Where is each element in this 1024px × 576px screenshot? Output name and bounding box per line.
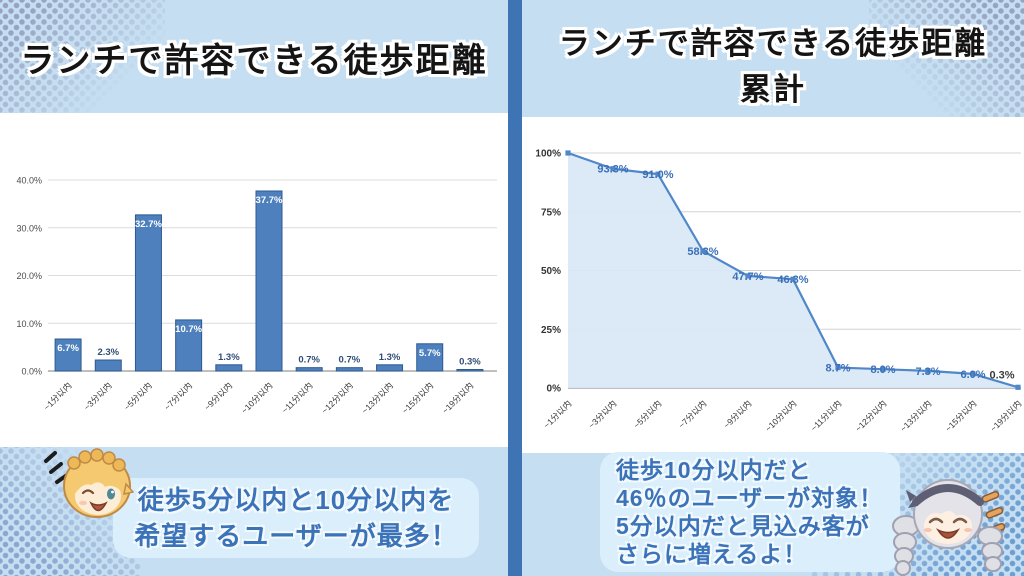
svg-text:~9分以内: ~9分以内 bbox=[202, 380, 234, 412]
svg-text:1.3%: 1.3% bbox=[379, 352, 401, 363]
svg-text:93.3%: 93.3% bbox=[597, 164, 628, 176]
right-callout-line1: 徒歩10分以内だと bbox=[616, 457, 812, 483]
silver-mascot-icon bbox=[892, 479, 1006, 576]
svg-text:~7分以内: ~7分以内 bbox=[162, 380, 194, 412]
right-chart-title-line1: ランチで許容できる徒歩距離 bbox=[558, 26, 988, 61]
svg-text:10.7%: 10.7% bbox=[175, 324, 202, 335]
svg-text:~15分以内: ~15分以内 bbox=[943, 398, 978, 433]
svg-text:32.7%: 32.7% bbox=[135, 219, 162, 230]
svg-text:0.7%: 0.7% bbox=[298, 355, 320, 366]
svg-text:0%: 0% bbox=[547, 384, 562, 395]
right-chart-title-line2: 累計 bbox=[740, 72, 806, 107]
svg-text:10.0%: 10.0% bbox=[16, 319, 42, 329]
svg-text:~11分以内: ~11分以内 bbox=[280, 380, 315, 415]
svg-text:37.7%: 37.7% bbox=[256, 195, 283, 206]
svg-text:91.0%: 91.0% bbox=[642, 169, 673, 181]
bar-chart-svg: 0.0% 10.0% 20.0% 30.0% 40.0% 6.7% ~1分以内 2.3% ~3分… bbox=[16, 176, 497, 416]
svg-text:~11分以内: ~11分以内 bbox=[809, 398, 844, 433]
svg-text:47.7%: 47.7% bbox=[732, 271, 763, 283]
svg-text:~9分以内: ~9分以内 bbox=[721, 398, 753, 430]
svg-text:20.0%: 20.0% bbox=[16, 271, 42, 281]
svg-text:~1分以内: ~1分以内 bbox=[541, 398, 573, 430]
svg-text:1.3%: 1.3% bbox=[218, 352, 240, 363]
svg-text:0.3%: 0.3% bbox=[989, 369, 1014, 381]
svg-text:40.0%: 40.0% bbox=[16, 176, 42, 186]
right-callout-line2: 46％のユーザーが対象！ bbox=[616, 485, 884, 511]
svg-text:30.0%: 30.0% bbox=[16, 223, 42, 233]
blonde-mascot-icon bbox=[44, 448, 134, 518]
svg-text:46.3%: 46.3% bbox=[777, 274, 808, 286]
svg-text:~13分以内: ~13分以内 bbox=[360, 380, 395, 415]
left-callout-line1: 徒歩5分以内と10分以内を bbox=[137, 485, 455, 515]
svg-text:6.0%: 6.0% bbox=[960, 369, 985, 381]
svg-text:7.3%: 7.3% bbox=[915, 366, 940, 378]
svg-text:~5分以内: ~5分以内 bbox=[122, 380, 154, 412]
svg-text:0.3%: 0.3% bbox=[459, 357, 481, 368]
svg-text:~19分以内: ~19分以内 bbox=[988, 398, 1023, 433]
svg-text:~3分以内: ~3分以内 bbox=[82, 380, 114, 412]
svg-text:75%: 75% bbox=[541, 207, 561, 218]
left-callout-bubble: 徒歩5分以内と10分以内を 希望するユーザーが最多！ bbox=[113, 478, 479, 558]
svg-text:~3分以内: ~3分以内 bbox=[586, 398, 618, 430]
left-chart-title: ランチで許容できる徒歩距離 bbox=[20, 42, 488, 80]
svg-text:~10分以内: ~10分以内 bbox=[239, 380, 274, 415]
svg-text:~15分以内: ~15分以内 bbox=[400, 380, 435, 415]
svg-text:~5分以内: ~5分以内 bbox=[631, 398, 663, 430]
svg-text:100%: 100% bbox=[535, 149, 561, 160]
panel-divider bbox=[508, 0, 522, 576]
right-callout-bubble: 徒歩10分以内だと 46％のユーザーが対象！ 5分以内だと見込み客が さらに増え… bbox=[600, 452, 900, 572]
svg-text:6.7%: 6.7% bbox=[57, 343, 79, 354]
svg-text:0.7%: 0.7% bbox=[339, 355, 361, 366]
svg-text:8.7%: 8.7% bbox=[825, 363, 850, 375]
svg-text:58.3%: 58.3% bbox=[687, 246, 718, 258]
svg-text:8.0%: 8.0% bbox=[870, 364, 895, 376]
svg-text:~7分以内: ~7分以内 bbox=[676, 398, 708, 430]
svg-text:~10分以内: ~10分以内 bbox=[763, 398, 798, 433]
svg-text:~1分以内: ~1分以内 bbox=[42, 380, 74, 412]
svg-text:50%: 50% bbox=[541, 266, 561, 277]
right-callout-line4: さらに増えるよ！ bbox=[616, 541, 808, 567]
right-callout-line3: 5分以内だと見込み客が bbox=[616, 513, 870, 539]
svg-text:~12分以内: ~12分以内 bbox=[319, 380, 354, 415]
svg-text:0.0%: 0.0% bbox=[21, 367, 42, 377]
svg-text:25%: 25% bbox=[541, 325, 561, 336]
svg-text:~19分以内: ~19分以内 bbox=[440, 380, 475, 415]
svg-text:5.7%: 5.7% bbox=[419, 348, 441, 359]
svg-text:~13分以内: ~13分以内 bbox=[898, 398, 933, 433]
left-chart-panel bbox=[0, 113, 508, 447]
svg-text:2.3%: 2.3% bbox=[97, 347, 119, 358]
cumulative-chart-svg: 0% 25% 50% 75% 100% 93.3% 91.0% 58.3% 47.7% 46.3%… bbox=[535, 149, 1023, 434]
svg-text:~12分以内: ~12分以内 bbox=[853, 398, 888, 433]
left-callout-line2: 希望するユーザーが最多！ bbox=[134, 521, 458, 551]
